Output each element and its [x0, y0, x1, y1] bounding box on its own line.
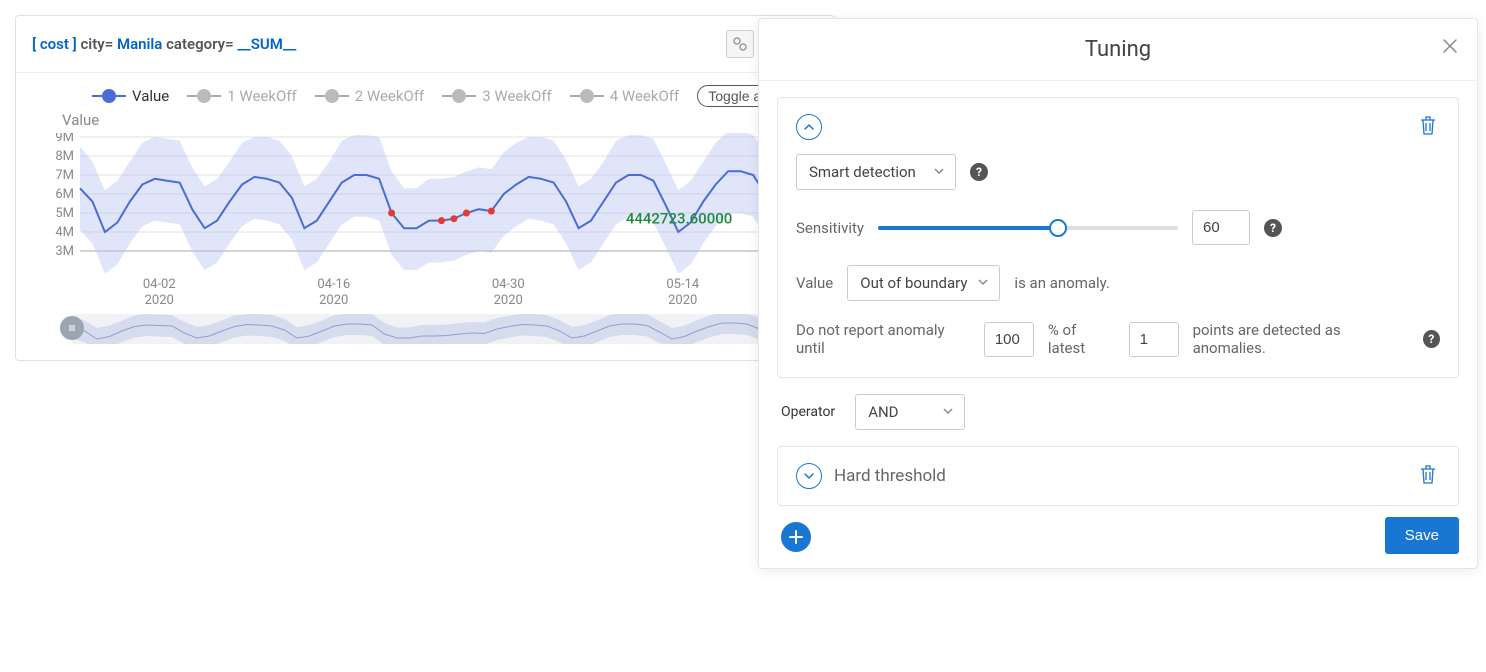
legend-2weekoff[interactable]: 2 WeekOff — [315, 87, 425, 105]
dim-cat-label: category= — [166, 35, 234, 53]
delete-hard-threshold[interactable] — [1418, 464, 1440, 488]
help-report[interactable]: ? — [1423, 330, 1440, 348]
expand-hard-threshold[interactable] — [796, 463, 822, 489]
collapse-smart-detection[interactable] — [796, 114, 822, 140]
svg-text:3M: 3M — [55, 244, 74, 259]
header-action-1[interactable] — [726, 30, 754, 58]
chevron-down-icon — [933, 163, 945, 181]
legend-1weekoff[interactable]: 1 WeekOff — [187, 87, 297, 105]
help-sensitivity[interactable]: ? — [1264, 219, 1282, 237]
operator-row: Operator AND — [777, 394, 1459, 446]
add-condition-button[interactable] — [781, 522, 811, 552]
chart-breadcrumb: [ cost ] city= Manila category= __SUM__ — [32, 35, 296, 53]
dim-city-label: city= — [80, 35, 113, 53]
value-label: Value — [796, 274, 833, 292]
sensitivity-input[interactable] — [1192, 210, 1250, 245]
detection-method-select[interactable]: Smart detection — [796, 154, 956, 190]
smart-detection-section: Smart detection ? Sensitivity ? — [777, 97, 1459, 378]
svg-text:7M: 7M — [55, 168, 74, 183]
chevron-down-icon — [977, 274, 989, 292]
report-suffix: points are detected as anomalies. — [1193, 321, 1409, 357]
tuning-title: Tuning — [1085, 37, 1151, 62]
y-axis-title: Value — [62, 111, 818, 129]
report-percent-input[interactable] — [984, 322, 1034, 357]
chart-panel: [ cost ] city= Manila category= __SUM__ … — [15, 15, 835, 361]
chevron-down-icon — [942, 403, 954, 421]
hard-threshold-title: Hard threshold — [834, 466, 946, 486]
svg-text:6M: 6M — [55, 187, 74, 202]
metric-link[interactable]: [ cost ] — [32, 35, 77, 53]
svg-text:8M: 8M — [55, 149, 74, 164]
hard-threshold-section: Hard threshold — [777, 446, 1459, 506]
legend-3weekoff[interactable]: 3 WeekOff — [442, 87, 552, 105]
legend-value[interactable]: Value — [92, 87, 169, 105]
svg-text:9M: 9M — [55, 133, 74, 145]
tuning-panel: Tuning Smart detection — [758, 18, 1478, 569]
brush-handle-left[interactable] — [60, 316, 84, 340]
chart-header: [ cost ] city= Manila category= __SUM__ — [16, 16, 834, 73]
operator-label: Operator — [781, 404, 835, 420]
close-button[interactable] — [1441, 37, 1461, 57]
dim-city-value[interactable]: Manila — [117, 35, 162, 53]
x-axis: 04-02202004-16202004-30202005-142020 — [72, 277, 818, 308]
report-points-input[interactable] — [1129, 322, 1179, 357]
report-prefix: Do not report anomaly until — [796, 321, 970, 357]
svg-text:4M: 4M — [55, 225, 74, 240]
sensitivity-label: Sensitivity — [796, 219, 864, 237]
anomaly-text: is an anomaly. — [1014, 274, 1110, 292]
boundary-select[interactable]: Out of boundary — [847, 265, 1000, 301]
brush-area[interactable] — [72, 314, 772, 344]
dim-cat-value[interactable]: __SUM__ — [237, 35, 296, 53]
report-mid: % of latest — [1048, 321, 1115, 357]
help-detection[interactable]: ? — [970, 163, 988, 181]
svg-text:5M: 5M — [55, 206, 74, 221]
legend-4weekoff[interactable]: 4 WeekOff — [570, 87, 680, 105]
delete-smart-detection[interactable] — [1418, 115, 1440, 139]
save-button[interactable]: Save — [1385, 517, 1459, 554]
sensitivity-slider[interactable] — [878, 226, 1178, 230]
operator-select[interactable]: AND — [855, 394, 965, 430]
svg-text:4442723.60000: 4442723.60000 — [626, 209, 732, 227]
chart-legend: Value 1 WeekOff 2 WeekOff 3 WeekOff 4 We… — [92, 85, 818, 107]
plot-area[interactable]: 9M 8M 7M 6M 5M 4M 3M 4442723.60000 — [42, 133, 782, 273]
